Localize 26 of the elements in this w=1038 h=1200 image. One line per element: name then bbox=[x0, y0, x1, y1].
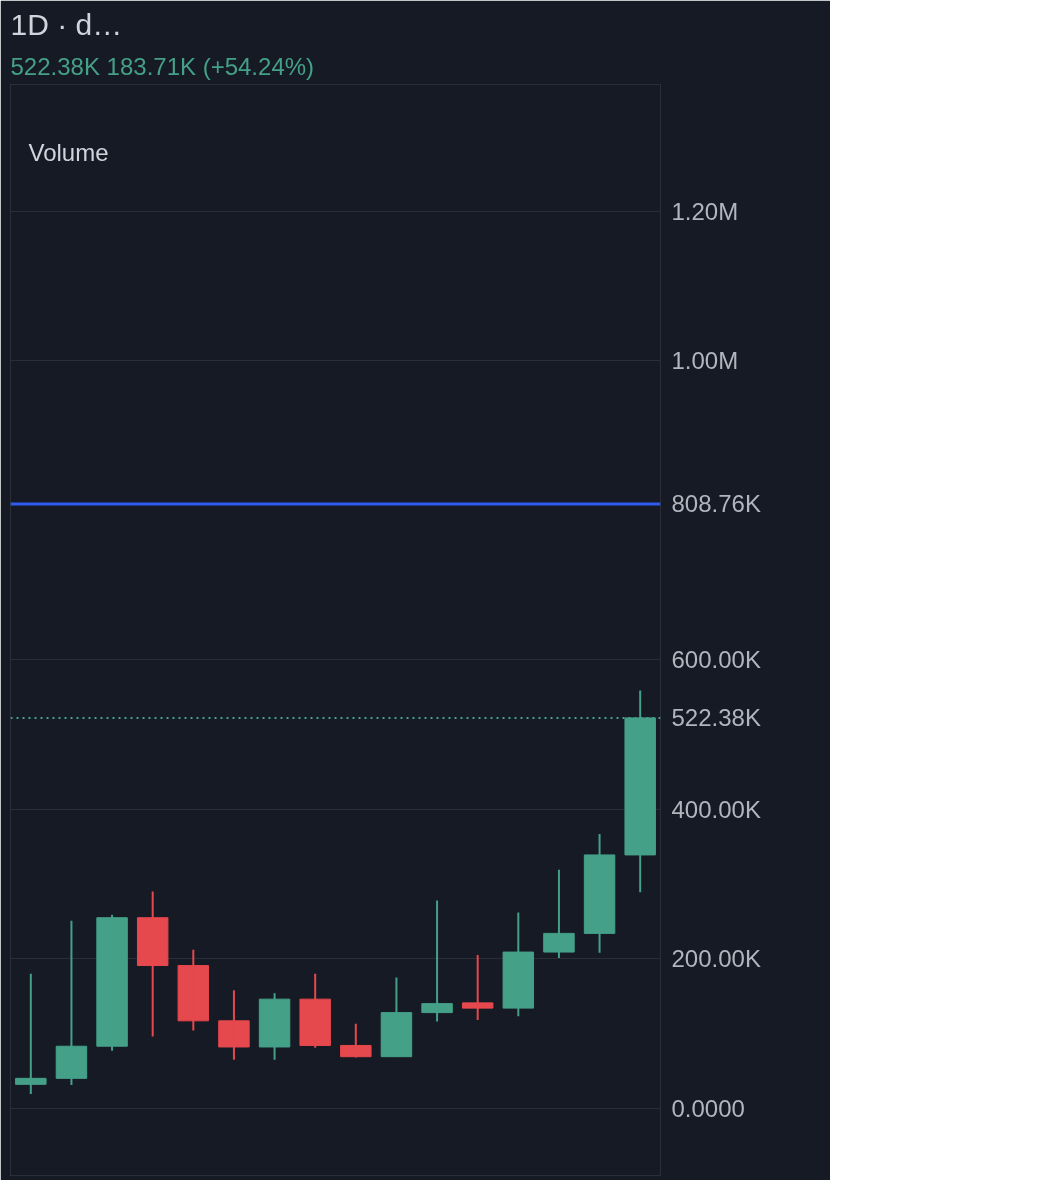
candlestick bbox=[299, 972, 331, 1049]
candlestick bbox=[421, 899, 453, 1023]
candlestick bbox=[177, 948, 210, 1032]
candlestick bbox=[543, 868, 575, 960]
y-tick-label: 400.00K bbox=[671, 795, 761, 823]
chart-title: 1D · d… bbox=[10, 7, 123, 41]
y-tick-label: 1.00M bbox=[671, 347, 739, 375]
y-tick-label: 0.0000 bbox=[671, 1094, 745, 1122]
candlestick bbox=[258, 992, 291, 1061]
y-tick-label: 600.00K bbox=[671, 646, 761, 674]
candlestick bbox=[583, 833, 616, 954]
candlestick bbox=[340, 1022, 372, 1059]
ref-line-label: 522.38K bbox=[671, 704, 761, 732]
candlestick bbox=[502, 911, 535, 1018]
candlestick bbox=[461, 954, 494, 1022]
candlestick bbox=[218, 989, 250, 1061]
y-tick-label: 1.20M bbox=[671, 198, 739, 226]
candlestick bbox=[55, 919, 88, 1087]
candlestick bbox=[15, 972, 47, 1096]
chart-subtitle: 522.38K 183.71K (+54.24%) bbox=[10, 52, 315, 80]
candlestick bbox=[136, 890, 169, 1038]
annotation: Volume bbox=[28, 138, 109, 166]
candlestick bbox=[380, 976, 413, 1058]
candlestick bbox=[96, 913, 128, 1052]
y-tick-label: 200.00K bbox=[671, 945, 761, 973]
ref-line-label: 808.76K bbox=[671, 490, 761, 518]
